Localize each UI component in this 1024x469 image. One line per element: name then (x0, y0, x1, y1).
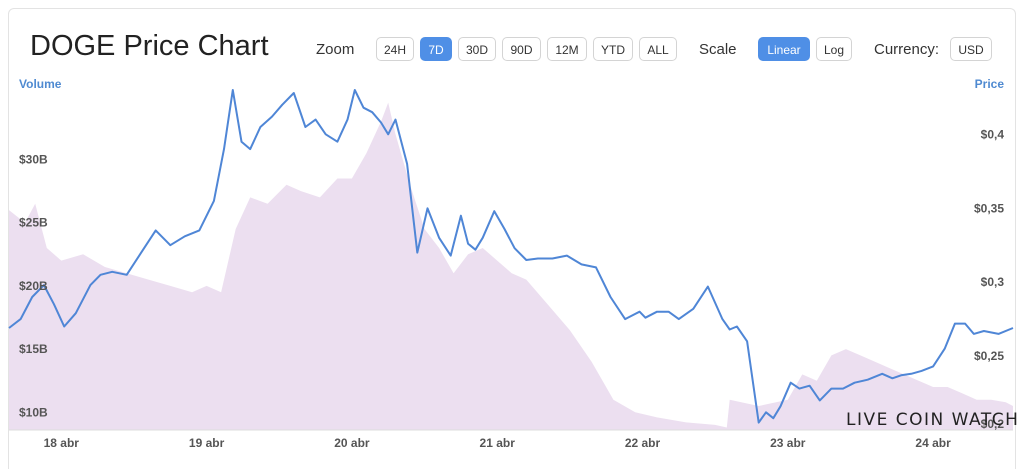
page-title: DOGE Price Chart (30, 30, 269, 62)
currency-select[interactable]: USD (950, 37, 992, 61)
volume-axis-title: Volume (19, 77, 62, 91)
date-tick-label: 20 abr (334, 436, 370, 450)
date-tick-label: 19 abr (189, 436, 225, 450)
price-tick-label: $0,35 (974, 201, 1004, 215)
scale-label: Scale (699, 41, 737, 58)
date-tick-label: 21 abr (480, 436, 516, 450)
zoom-12m-button[interactable]: 12M (547, 37, 587, 61)
price-tick-label: $0,25 (974, 349, 1004, 363)
price-tick-label: $0,4 (981, 127, 1005, 141)
zoom-label: Zoom (316, 41, 355, 58)
price-axis-title: Price (975, 77, 1005, 91)
zoom-ytd-button[interactable]: YTD (593, 37, 633, 61)
price-line (8, 89, 1014, 424)
date-tick-label: 22 abr (625, 436, 661, 450)
date-tick-label: 24 abr (915, 436, 951, 450)
date-tick-label: 23 abr (770, 436, 806, 450)
date-tick-label: 18 abr (44, 436, 80, 450)
volume-tick-label: $15B (19, 342, 48, 356)
scale-log-button[interactable]: Log (816, 37, 852, 61)
volume-tick-label: $20B (19, 279, 48, 293)
scale-linear-button[interactable]: Linear (758, 37, 810, 61)
zoom-all-button[interactable]: ALL (639, 37, 677, 61)
volume-tick-label: $25B (19, 216, 48, 230)
currency-label: Currency: (874, 41, 940, 58)
zoom-90d-button[interactable]: 90D (502, 37, 541, 61)
volume-area (9, 102, 1013, 430)
price-tick-label: $0,2 (981, 417, 1005, 431)
live-coin-watch-logo: LIVE COIN WATCH (846, 410, 1020, 430)
volume-tick-label: $30B (19, 153, 48, 167)
zoom-24h-button[interactable]: 24H (376, 37, 414, 61)
volume-tick-label: $10B (19, 405, 48, 419)
zoom-7d-button[interactable]: 7D (420, 37, 452, 61)
zoom-30d-button[interactable]: 30D (458, 37, 496, 61)
price-tick-label: $0,3 (981, 275, 1005, 289)
